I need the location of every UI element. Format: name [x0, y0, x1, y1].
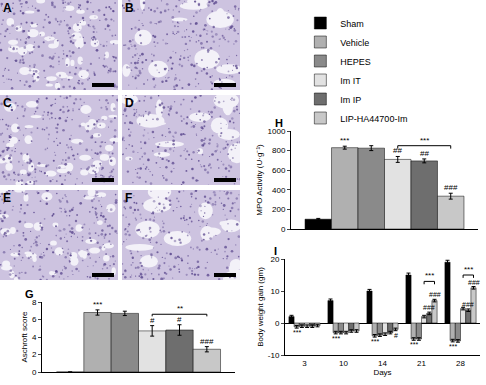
svg-text:8: 8: [32, 298, 37, 307]
svg-text:2: 2: [32, 350, 37, 359]
svg-text:LIP-HA44700-Im: LIP-HA44700-Im: [340, 114, 407, 124]
svg-text:200: 200: [272, 205, 286, 214]
svg-text:4: 4: [32, 333, 37, 342]
svg-text:***: ***: [449, 343, 457, 350]
svg-text:400: 400: [272, 186, 286, 195]
svg-text:***: ***: [340, 136, 349, 145]
svg-text:Im IT: Im IT: [340, 76, 361, 86]
svg-text:HEPES: HEPES: [340, 57, 371, 67]
svg-text:Days: Days: [373, 368, 391, 377]
svg-text:28: 28: [456, 359, 465, 368]
svg-text:###: ###: [429, 291, 441, 298]
svg-text:3: 3: [302, 359, 307, 368]
svg-text:Vehicle: Vehicle: [340, 38, 369, 48]
svg-text:###: ###: [462, 301, 474, 308]
svg-text:10: 10: [270, 287, 279, 296]
svg-text:E: E: [3, 191, 11, 205]
svg-text:***: ***: [425, 271, 434, 280]
svg-text:10: 10: [339, 359, 348, 368]
svg-text:Aschroft score: Aschroft score: [20, 311, 29, 363]
svg-text:***: ***: [371, 338, 379, 345]
svg-text:D: D: [125, 96, 134, 110]
svg-text:1000: 1000: [268, 127, 286, 136]
svg-text:-10: -10: [268, 351, 280, 360]
svg-text:F: F: [125, 191, 132, 205]
svg-text:***: ***: [464, 265, 473, 274]
svg-text:G: G: [25, 288, 34, 300]
svg-text:800: 800: [272, 146, 286, 155]
svg-text:###: ###: [468, 279, 480, 286]
svg-text:Body weight gain (gm): Body weight gain (gm): [256, 267, 265, 347]
svg-text:I: I: [274, 245, 277, 257]
svg-text:***: ***: [293, 329, 301, 336]
svg-text:###: ###: [423, 304, 435, 311]
svg-text:H: H: [275, 117, 283, 129]
svg-text:#: #: [177, 315, 182, 324]
svg-text:***: ***: [93, 300, 102, 309]
svg-text:##: ##: [420, 149, 429, 158]
svg-text:###: ###: [444, 183, 458, 192]
svg-text:6: 6: [32, 315, 37, 324]
svg-text:#: #: [394, 332, 398, 339]
svg-text:***: ***: [410, 341, 418, 348]
svg-text:0: 0: [281, 225, 286, 234]
svg-text:20: 20: [270, 255, 279, 264]
svg-text:21: 21: [417, 359, 426, 368]
svg-text:###: ###: [200, 337, 214, 346]
svg-text:A: A: [3, 1, 12, 15]
svg-text:C: C: [3, 96, 12, 110]
svg-text:0: 0: [32, 368, 37, 377]
svg-text:MPO Activity (U·g⁻¹): MPO Activity (U·g⁻¹): [255, 144, 264, 216]
svg-text:600: 600: [272, 166, 286, 175]
svg-text:***: ***: [332, 335, 340, 342]
svg-text:Im IP: Im IP: [340, 95, 361, 105]
svg-text:#: #: [150, 316, 155, 325]
svg-text:##: ##: [393, 146, 402, 155]
svg-text:Sham: Sham: [340, 19, 364, 29]
svg-text:0: 0: [275, 319, 280, 328]
svg-text:14: 14: [378, 359, 387, 368]
svg-text:***: ***: [420, 136, 429, 145]
svg-text:**: **: [177, 304, 183, 313]
svg-text:B: B: [125, 1, 134, 15]
